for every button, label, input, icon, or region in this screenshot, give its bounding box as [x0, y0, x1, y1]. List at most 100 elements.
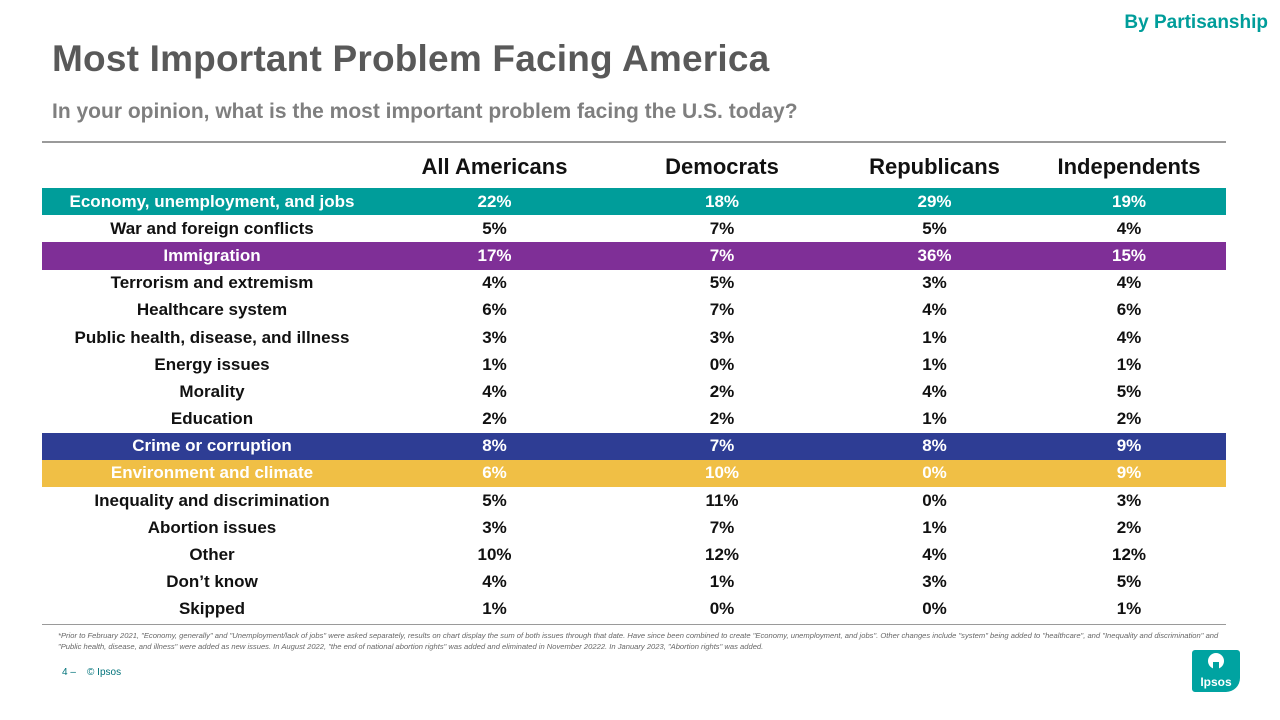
- cell-independents: 9%: [1116, 463, 1142, 483]
- cell-all-americans: 5%: [482, 218, 507, 238]
- cell-democrats: 7%: [709, 245, 735, 265]
- table-row-war-and-foreign-conflicts: War and foreign conflicts 5% 7% 5% 4%: [42, 215, 1226, 242]
- table-top-rule: [42, 141, 1226, 143]
- cell-independents: 4%: [1116, 218, 1142, 238]
- cell-republicans: 8%: [922, 436, 947, 456]
- cell-republicans: 3%: [922, 273, 947, 293]
- cell-democrats: 12%: [704, 545, 740, 565]
- cell-democrats: 0%: [709, 354, 735, 374]
- row-label: Education: [170, 409, 254, 429]
- cell-republicans: 0%: [922, 490, 947, 510]
- table-row-abortion-issues: Abortion issues 3% 7% 1% 2%: [42, 514, 1226, 541]
- cell-all-americans: 1%: [482, 354, 507, 374]
- table-row-environment-and-climate: Environment and climate 6% 10% 0% 9%: [42, 459, 1226, 488]
- table-body: Economy, unemployment, and jobs 22% 18% 29%…: [42, 188, 1226, 623]
- cell-democrats: 7%: [709, 436, 735, 456]
- cell-independents: 12%: [1111, 545, 1147, 565]
- cell-democrats: 2%: [709, 409, 735, 429]
- row-label: Public health, disease, and illness: [74, 327, 350, 347]
- cell-democrats: 3%: [709, 327, 735, 347]
- cell-republicans: 3%: [922, 572, 947, 592]
- row-label: Healthcare system: [136, 300, 288, 320]
- table-row-morality: Morality 4% 2% 4% 5%: [42, 378, 1226, 405]
- cell-independents: 3%: [1116, 490, 1142, 510]
- section-tag: By Partisanship: [1124, 12, 1268, 33]
- cell-independents: 5%: [1116, 572, 1142, 592]
- table-row-healthcare-system: Healthcare system 6% 7% 4% 6%: [42, 297, 1226, 324]
- page-subtitle: In your opinion, what is the most import…: [52, 100, 798, 123]
- cell-independents: 1%: [1116, 354, 1142, 374]
- row-label: Crime or corruption: [132, 436, 292, 456]
- cell-all-americans: 1%: [482, 599, 507, 619]
- cell-democrats: 2%: [709, 381, 735, 401]
- row-label: Inequality and discrimination: [94, 490, 330, 510]
- cell-independents: 4%: [1116, 327, 1142, 347]
- cell-republicans: 1%: [922, 327, 947, 347]
- table-row-don-t-know: Don’t know 4% 1% 3% 5%: [42, 569, 1226, 596]
- cell-independents: 1%: [1116, 599, 1142, 619]
- cell-republicans: 0%: [922, 463, 947, 483]
- footnote: *Prior to February 2021, "Economy, gener…: [58, 631, 1219, 651]
- row-label: Environment and climate: [110, 463, 314, 483]
- row-label: Don’t know: [166, 572, 258, 592]
- cell-democrats: 7%: [709, 517, 735, 537]
- column-header-independents: Independents: [1057, 154, 1201, 179]
- cell-republicans: 1%: [922, 409, 947, 429]
- cell-independents: 9%: [1116, 436, 1142, 456]
- cell-all-americans: 17%: [477, 245, 512, 265]
- cell-independents: 6%: [1116, 300, 1142, 320]
- row-label: War and foreign conflicts: [110, 218, 314, 238]
- row-label: Immigration: [163, 245, 261, 265]
- table-row-other: Other 10% 12% 4% 12%: [42, 541, 1226, 568]
- table-header: All Americans Democrats Republicans Inde…: [42, 150, 1226, 184]
- cell-all-americans: 5%: [482, 490, 507, 510]
- cell-all-americans: 10%: [477, 545, 512, 565]
- cell-independents: 4%: [1116, 273, 1142, 293]
- cell-all-americans: 3%: [482, 517, 507, 537]
- cell-republicans: 1%: [922, 354, 947, 374]
- row-label: Economy, unemployment, and jobs: [69, 191, 355, 211]
- cell-democrats: 1%: [709, 572, 735, 592]
- cell-all-americans: 6%: [482, 300, 507, 320]
- logo-mark-stem: [1213, 662, 1219, 672]
- table-row-crime-or-corruption: Crime or corruption 8% 7% 8% 9%: [42, 432, 1226, 460]
- cell-all-americans: 22%: [477, 191, 512, 211]
- cell-republicans: 1%: [922, 517, 947, 537]
- table-row-public-health-disease-and-illness: Public health, disease, and illness 3% 3% 1…: [42, 324, 1226, 351]
- row-label: Energy issues: [154, 354, 270, 374]
- cell-democrats: 0%: [709, 599, 735, 619]
- logo-text: Ipsos: [1200, 675, 1232, 689]
- row-label: Morality: [179, 381, 245, 401]
- cell-all-americans: 4%: [482, 572, 507, 592]
- cell-all-americans: 4%: [482, 381, 507, 401]
- cell-democrats: 7%: [709, 300, 735, 320]
- table-row-skipped: Skipped 1% 0% 0% 1%: [42, 596, 1226, 623]
- cell-all-americans: 4%: [482, 273, 507, 293]
- cell-republicans: 4%: [922, 381, 947, 401]
- cell-all-americans: 8%: [482, 436, 507, 456]
- copyright: © Ipsos: [87, 667, 122, 678]
- column-header-democrats: Democrats: [665, 154, 779, 179]
- cell-democrats: 11%: [705, 490, 739, 510]
- ipsos-logo: Ipsos: [1192, 650, 1240, 692]
- cell-independents: 5%: [1116, 381, 1142, 401]
- cell-independents: 2%: [1116, 409, 1142, 429]
- page-number: 4 –: [62, 667, 76, 678]
- cell-independents: 19%: [1111, 191, 1147, 211]
- table-row-education: Education 2% 2% 1% 2%: [42, 406, 1226, 433]
- logo-mark-icon: [1208, 653, 1224, 669]
- cell-democrats: 18%: [704, 191, 740, 211]
- cell-independents: 2%: [1116, 517, 1142, 537]
- table-row-economy-unemployment-and-jobs: Economy, unemployment, and jobs 22% 18% 29%…: [42, 188, 1226, 216]
- row-label: Skipped: [178, 599, 246, 619]
- table-row-terrorism-and-extremism: Terrorism and extremism 4% 5% 3% 4%: [42, 270, 1226, 297]
- row-label: Other: [189, 545, 235, 565]
- row-label: Terrorism and extremism: [110, 273, 314, 293]
- cell-democrats: 10%: [704, 463, 740, 483]
- page-title: Most Important Problem Facing America: [52, 38, 770, 79]
- cell-all-americans: 6%: [482, 463, 507, 483]
- cell-republicans: 36%: [917, 245, 952, 265]
- table-row-immigration: Immigration 17% 7% 36% 15%: [42, 242, 1226, 270]
- cell-independents: 15%: [1111, 245, 1147, 265]
- table-row-inequality-and-discrimination: Inequality and discrimination 5% 11% 0% 3%: [42, 487, 1226, 514]
